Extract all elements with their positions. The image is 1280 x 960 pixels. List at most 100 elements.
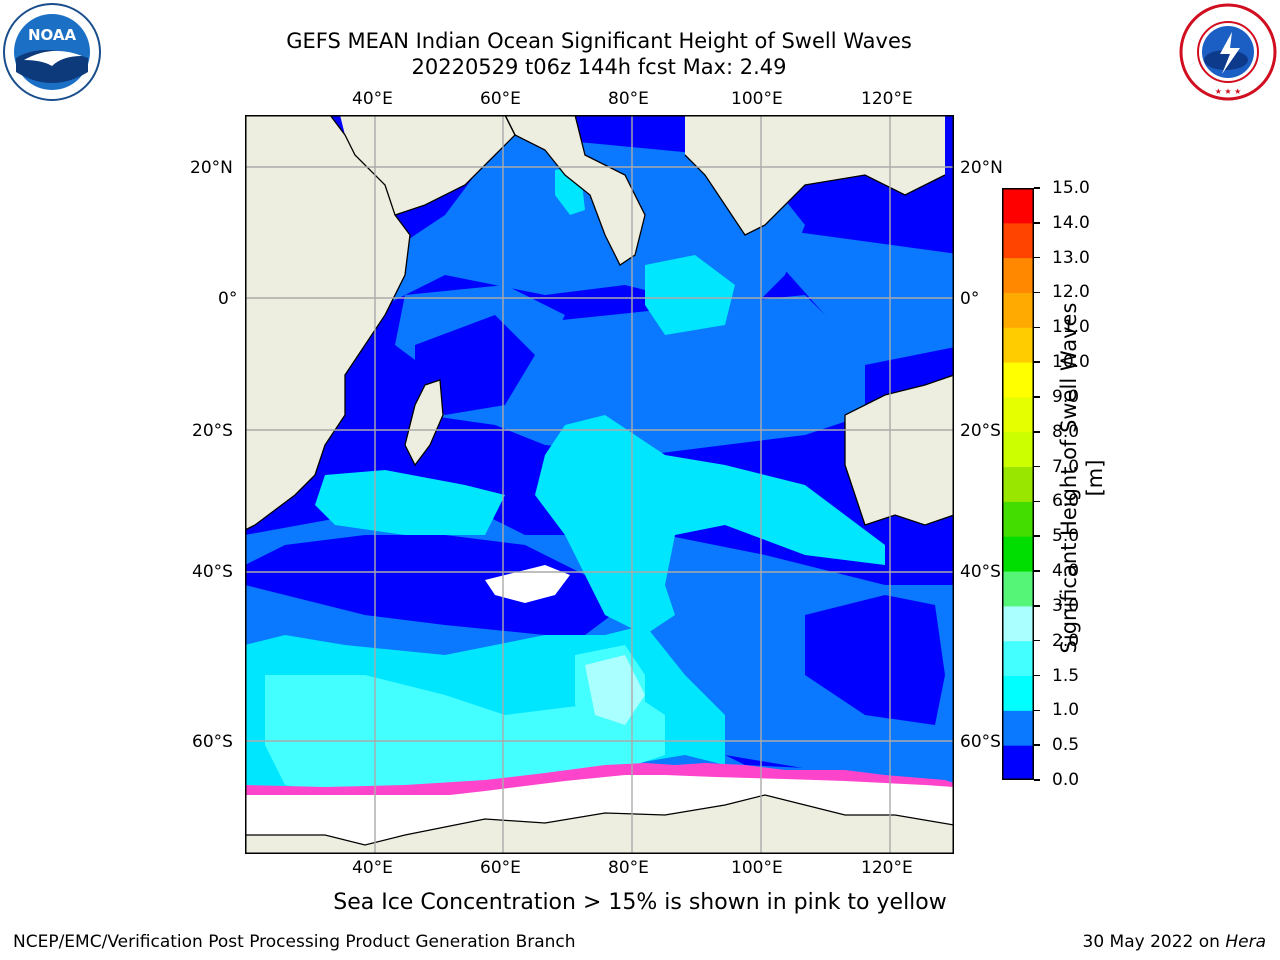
colorbar-tick-label: 12.0 [1052,282,1090,303]
lat-label-right-20n: 20°N [960,158,1003,178]
swell-zone-mid-east [745,225,965,365]
colorbar-tick-label: 1.5 [1052,665,1080,686]
colorbar-segment [1002,501,1034,537]
colorbar-segment [1002,327,1034,363]
colorbar-segment [1002,222,1034,259]
map-border [245,115,954,854]
svg-text:NOAA: NOAA [28,26,77,44]
colorbar-label: Significant Height of Swell Waves [m] [1057,302,1107,654]
colorbar-tick-mark [1034,291,1040,294]
colorbar-tick-mark [1034,535,1040,537]
lon-label-bottom-100e: 100°E [731,858,783,878]
indochina-land [685,115,945,235]
colorbar-tick-mark [1034,744,1040,746]
lat-label-right-20s: 20°S [960,421,1001,441]
colorbar-tick-mark [1034,500,1040,503]
swell-zone-light-west [315,470,505,535]
colorbar-tick-mark [1034,674,1040,677]
colorbar-tick-label: 8.0 [1052,421,1080,442]
colorbar-tick-label: 2.0 [1052,630,1080,651]
colorbar-tick-mark [1034,326,1040,329]
india-land [505,115,645,265]
footer-date: 30 May 2022 on Hera [1083,932,1267,952]
coastline-indochina [684,154,946,236]
swell-zone-deep-pocket-2 [245,535,625,635]
colorbar-tick-label: 1.0 [1052,700,1080,721]
swell-zone-pale [585,655,645,725]
swell-zone-deep-pocket-1 [415,315,535,415]
colorbar-tick-label: 3.0 [1052,595,1080,616]
lat-label-right-0: 0° [960,289,980,309]
lon-label-top-40e: 40°E [352,89,393,109]
colorbar-segment [1002,292,1034,328]
colorbar-segment [1002,188,1034,224]
colorbar-tick-label: 6.0 [1052,491,1080,512]
lon-label-top-80e: 80°E [608,89,649,109]
colorbar-tick-label: 5.0 [1052,526,1080,547]
colorbar-segment [1002,571,1034,607]
sea-ice-caption: Sea Ice Concentration > 15% is shown in … [333,890,947,915]
map-frame [244,114,965,854]
colorbar-segment [1002,466,1034,502]
colorbar-tick-label: 7.0 [1052,456,1080,477]
lat-label-left-0: 0° [218,289,238,309]
lon-label-top-60e: 60°E [480,89,521,109]
footer-branch: NCEP/EMC/Verification Post Processing Pr… [13,932,576,952]
colorbar-segment [1002,710,1034,746]
lat-label-left-20s: 20°S [192,421,233,441]
coastline-india [504,114,646,266]
colorbar-tick-mark [1034,605,1040,607]
antarctica-land [245,795,954,854]
colorbar-tick-label: 4.0 [1052,561,1080,582]
lon-label-bottom-40e: 40°E [352,858,393,878]
svg-text:★ ★ ★: ★ ★ ★ [1215,87,1242,96]
noaa-logo: NOAA [2,2,102,102]
colorbar-segment [1002,257,1034,293]
colorbar-tick-mark [1034,779,1040,781]
footer-date-text: 30 May 2022 on [1082,932,1220,952]
footer-machine: Hera [1225,932,1266,952]
kerguelen-area [485,565,570,603]
colorbar-segment [1002,362,1034,398]
colorbar-tick-mark [1034,187,1040,189]
swell-zone-mid-equatorial [415,295,865,455]
colorbar-svg [1002,188,1034,781]
colorbar-tick-mark [1034,361,1040,363]
chart-subtitle: 20220529 t06z 144h fcst Max: 2.49 [411,55,787,79]
colorbar-border [1002,188,1034,780]
gridlines [245,115,954,854]
colorbar-tick-mark [1034,396,1040,398]
colorbar-segment [1002,536,1034,572]
colorbar-tick-label: 11.0 [1052,317,1090,338]
lat-label-right-60s: 60°S [960,732,1001,752]
arabia-land [340,115,515,215]
australia-land [845,375,954,525]
colorbar-tick-mark [1034,256,1040,259]
colorbar-segment [1002,431,1034,468]
map-svg [244,114,965,854]
lon-label-bottom-120e: 120°E [861,858,913,878]
lat-label-left-20n: 20°N [190,158,233,178]
colorbar-tick-label: 9.0 [1052,386,1080,407]
swell-zone-deep-pocket-3 [805,595,945,725]
lon-label-bottom-80e: 80°E [608,858,649,878]
chart-title: GEFS MEAN Indian Ocean Significant Heigh… [286,29,912,53]
swell-zone-light-equatorial-east [645,255,735,335]
colorbar-tick-label: 0.5 [1052,735,1080,756]
colorbar-tick-mark [1034,465,1040,468]
swell-zone-light-central [535,415,885,635]
lat-label-left-60s: 60°S [192,732,233,752]
madagascar-land [405,380,443,465]
colorbar-tick-label: 15.0 [1052,178,1090,198]
colorbar-tick-label: 0.0 [1052,770,1080,790]
colorbar [1002,188,1034,781]
colorbar-tick-label: 14.0 [1052,212,1090,233]
colorbar-tick-label: 10.0 [1052,352,1090,373]
coastline-australia [844,374,955,526]
lon-label-top-100e: 100°E [731,89,783,109]
colorbar-tick-mark [1034,570,1040,572]
lat-label-left-40s: 40°S [192,562,233,582]
lon-label-top-120e: 120°E [861,89,913,109]
swell-zone-lighter-1 [265,675,665,795]
lon-label-bottom-60e: 60°E [480,858,521,878]
